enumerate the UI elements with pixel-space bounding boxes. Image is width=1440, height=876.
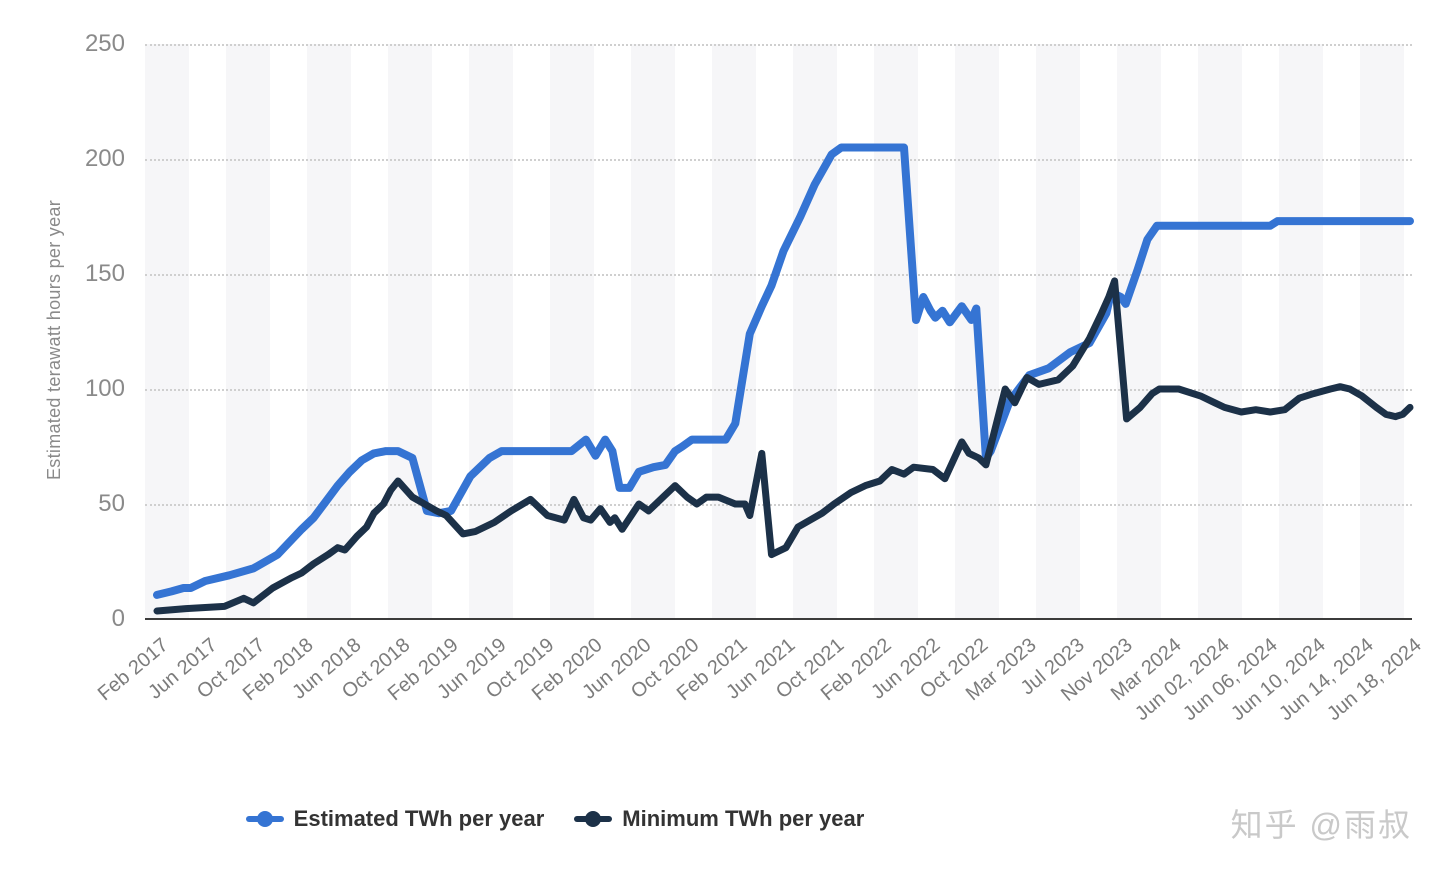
minimum-series-marker-icon [574,811,613,827]
legend: Estimated TWh per year Minimum TWh per y… [0,806,1110,832]
y-tick-label: 50 [98,490,125,517]
gridline-150 [145,274,1412,276]
legend-label-minimum: Minimum TWh per year [622,806,865,831]
x-axis-line [145,618,1412,620]
legend-item-minimum[interactable]: Minimum TWh per year [574,806,864,832]
y-tick-label: 150 [84,260,125,287]
y-tick-label: 100 [84,375,125,402]
y-tick-label: 200 [84,145,125,172]
gridline-200 [145,159,1412,161]
plot-area [145,44,1412,620]
y-tick-label: 250 [84,30,125,57]
watermark: 知乎 @雨叔 [1230,807,1412,843]
legend-label-estimated: Estimated TWh per year [293,806,545,831]
y-axis-title: Estimated terawatt hours per year [44,199,64,481]
gridline-250 [145,44,1412,46]
gridline-100 [145,389,1412,391]
y-tick-label: 0 [111,605,125,632]
legend-item-estimated[interactable]: Estimated TWh per year [245,806,545,832]
gridline-50 [145,504,1412,506]
estimated-series-marker-icon [245,811,284,827]
